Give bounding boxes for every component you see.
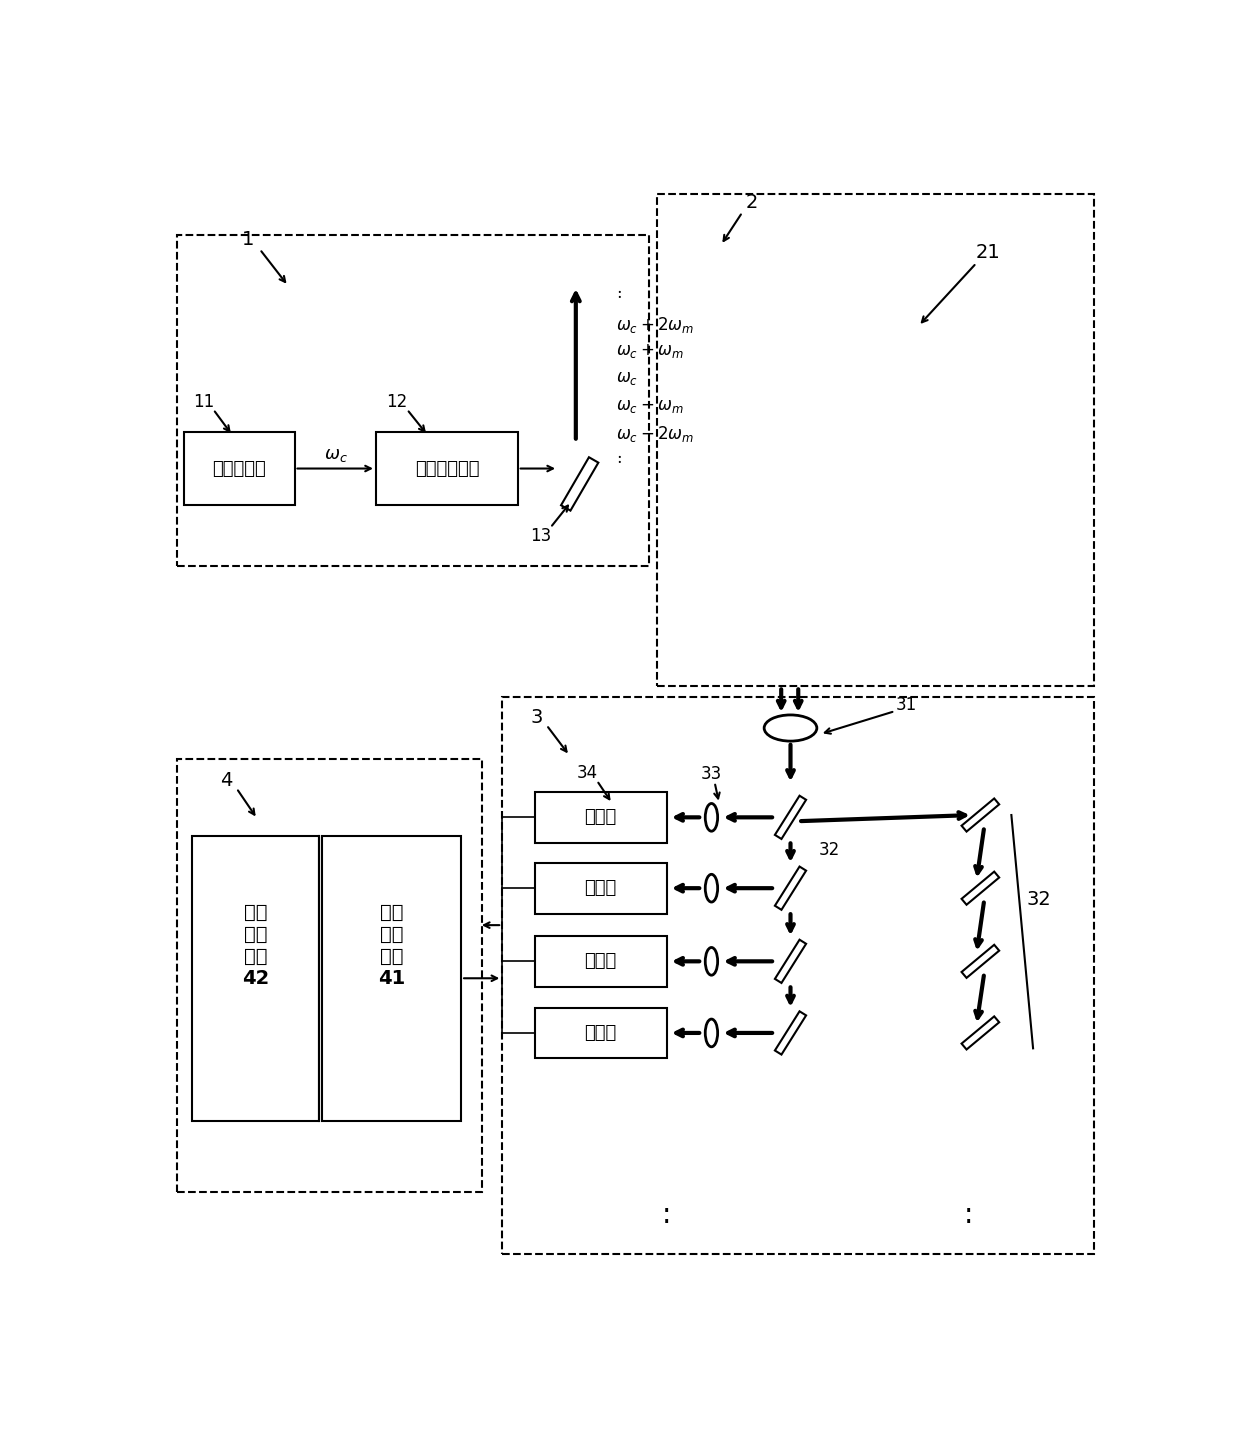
Text: 探测器: 探测器 <box>584 809 616 826</box>
Bar <box>321 836 461 1121</box>
Bar <box>775 1011 806 1054</box>
Text: 频率梳激光器: 频率梳激光器 <box>415 459 480 478</box>
Text: 33: 33 <box>701 766 722 783</box>
Bar <box>185 432 295 505</box>
Text: 数据
处理
单元
42: 数据 处理 单元 42 <box>242 903 269 988</box>
Ellipse shape <box>706 1020 718 1047</box>
Text: 21: 21 <box>976 244 1001 262</box>
Text: 1: 1 <box>242 231 254 250</box>
Ellipse shape <box>706 948 718 975</box>
Bar <box>176 759 482 1192</box>
Ellipse shape <box>764 716 817 741</box>
Bar <box>775 939 806 982</box>
Ellipse shape <box>706 803 718 832</box>
Bar <box>534 792 667 843</box>
Text: :: : <box>616 285 621 303</box>
Bar <box>502 697 1094 1253</box>
Text: :: : <box>963 1202 973 1229</box>
Text: 32: 32 <box>1027 891 1050 909</box>
Text: $\omega_c- \omega_m$: $\omega_c- \omega_m$ <box>616 397 683 414</box>
Bar <box>376 432 518 505</box>
Ellipse shape <box>706 875 718 902</box>
Bar <box>657 194 1095 687</box>
Text: 31: 31 <box>897 695 918 714</box>
Bar <box>534 936 667 987</box>
Text: 13: 13 <box>531 526 552 545</box>
Text: 2: 2 <box>745 194 758 212</box>
Text: :: : <box>616 450 621 467</box>
Bar <box>961 945 999 978</box>
Text: $\omega_c$: $\omega_c$ <box>325 446 348 465</box>
Bar <box>775 796 806 839</box>
Bar <box>534 863 667 913</box>
Text: 11: 11 <box>193 393 215 410</box>
Text: 探测器: 探测器 <box>584 879 616 898</box>
Text: 种子激光器: 种子激光器 <box>212 459 267 478</box>
Text: :: : <box>662 1202 671 1229</box>
Text: $\omega_c+2\omega_m$: $\omega_c+2\omega_m$ <box>616 314 694 334</box>
Text: 34: 34 <box>577 764 598 782</box>
Bar <box>534 1008 667 1058</box>
Bar <box>560 457 599 511</box>
Text: $\omega_c- 2\omega_m$: $\omega_c- 2\omega_m$ <box>616 424 694 445</box>
Bar <box>961 872 999 905</box>
Bar <box>775 866 806 909</box>
Text: 探测器: 探测器 <box>584 1024 616 1043</box>
Text: 数据
采集
单元
41: 数据 采集 单元 41 <box>378 903 405 988</box>
Text: 3: 3 <box>531 708 543 727</box>
Text: 探测器: 探测器 <box>584 952 616 971</box>
Text: $\omega_c$: $\omega_c$ <box>616 370 639 387</box>
Text: 32: 32 <box>818 840 839 859</box>
Text: 4: 4 <box>221 771 232 790</box>
Bar <box>192 836 320 1121</box>
Bar <box>961 1017 999 1050</box>
Bar <box>176 235 650 566</box>
Text: $\omega_c+\omega_m$: $\omega_c+\omega_m$ <box>616 341 683 360</box>
Bar <box>961 799 999 832</box>
Text: 12: 12 <box>386 393 408 410</box>
